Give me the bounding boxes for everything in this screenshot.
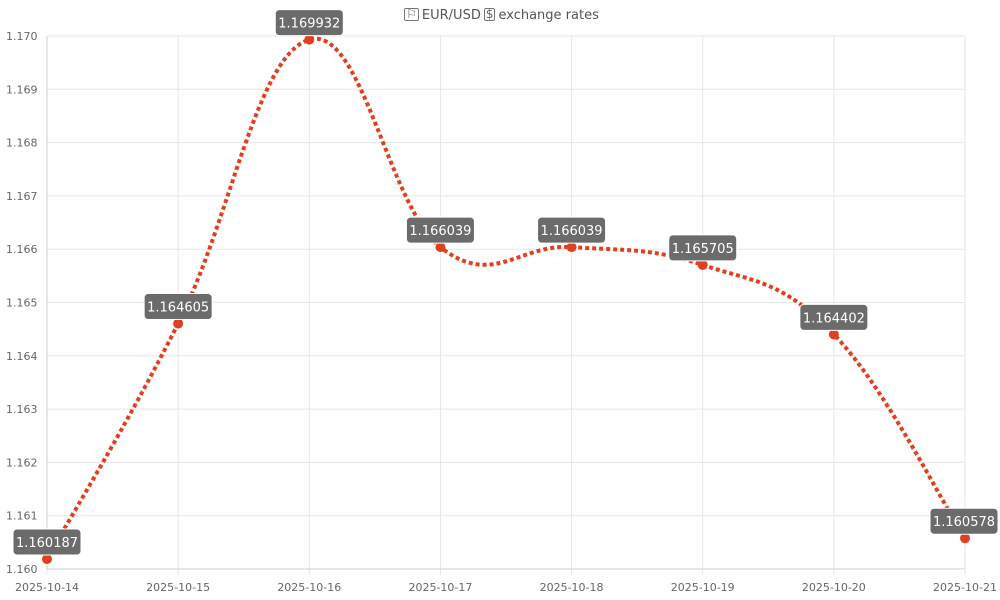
data-point (697, 259, 708, 270)
data-label: 1.160578 (929, 507, 999, 535)
y-tick-label: 1.166 (6, 243, 38, 256)
data-point (828, 329, 839, 340)
data-label-box (799, 303, 869, 331)
x-tick-label: 2025-10-20 (802, 581, 866, 594)
y-tick-label: 1.164 (6, 350, 38, 363)
data-point (42, 554, 52, 565)
data-point (566, 242, 577, 253)
data-label: 1.165705 (668, 234, 738, 262)
data-label-text: 1.166039 (541, 224, 603, 239)
x-tick-label: 2025-10-15 (146, 581, 210, 594)
data-label: 1.160187 (12, 528, 82, 556)
data-point (304, 34, 315, 45)
data-point (435, 242, 446, 253)
x-tick-label: 2025-10-21 (933, 581, 997, 594)
y-tick-label: 1.162 (6, 456, 38, 469)
x-tick-label: 2025-10-16 (277, 581, 341, 594)
data-labels-layer: 1.160187 1.164605 1.169932 1.166039 1.166039… (12, 9, 999, 556)
data-label: 1.164402 (799, 303, 869, 331)
data-label-box (668, 234, 738, 262)
chart-title-text: EUR/USD (421, 8, 481, 23)
data-label: 1.164605 (143, 293, 213, 321)
data-label-box (143, 293, 213, 321)
axes: 1.160 1.161 1.162 1.163 1.164 1.165 1.166 1.167… (6, 30, 997, 594)
data-label-box (12, 528, 82, 556)
data-label-text: 1.160578 (933, 515, 995, 530)
data-label-text: 1.165705 (672, 242, 734, 257)
data-label-box (929, 507, 999, 535)
data-label-text: 1.164605 (147, 301, 209, 316)
data-label: 1.166039 (405, 216, 475, 244)
y-tick-label: 1.170 (6, 30, 38, 43)
data-point (960, 533, 970, 544)
data-label-text: 1.166039 (409, 224, 471, 239)
grid (46, 35, 966, 575)
points-layer (42, 34, 970, 565)
data-label: 1.166039 (537, 216, 607, 244)
chart-subtitle-text: exchange rates (498, 8, 599, 23)
x-tick-label: 2025-10-19 (671, 581, 735, 594)
x-tick-label: 2025-10-18 (540, 581, 604, 594)
y-tick-label: 1.167 (6, 190, 38, 203)
chart-title: ⚐ EUR/USD $ exchange rates (0, 8, 1000, 23)
y-tick-label: 1.168 (6, 137, 38, 150)
data-label-text: 1.160187 (16, 536, 78, 551)
x-tick-label: 2025-10-14 (15, 581, 79, 594)
y-tick-label: 1.160 (6, 563, 38, 576)
data-label: 1.169932 (274, 9, 344, 37)
map-icon: ⚐ (404, 7, 419, 21)
y-tick-label: 1.161 (6, 510, 38, 523)
data-label-text: 1.164402 (803, 311, 865, 326)
data-label-box (405, 216, 475, 244)
x-tick-label: 2025-10-17 (408, 581, 472, 594)
data-label-box (274, 9, 344, 37)
y-tick-label: 1.165 (6, 297, 38, 310)
data-point (173, 318, 184, 329)
money-icon: $ (483, 7, 496, 21)
data-label-box (537, 216, 607, 244)
y-tick-label: 1.169 (6, 83, 38, 96)
data-label-text: 1.169932 (278, 17, 340, 32)
y-tick-label: 1.163 (6, 403, 38, 416)
